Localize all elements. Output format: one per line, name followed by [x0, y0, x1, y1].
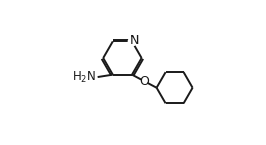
Text: O: O [139, 75, 149, 88]
Text: N: N [129, 34, 139, 47]
Text: H$_2$N: H$_2$N [72, 69, 96, 85]
Text: N: N [129, 34, 139, 47]
